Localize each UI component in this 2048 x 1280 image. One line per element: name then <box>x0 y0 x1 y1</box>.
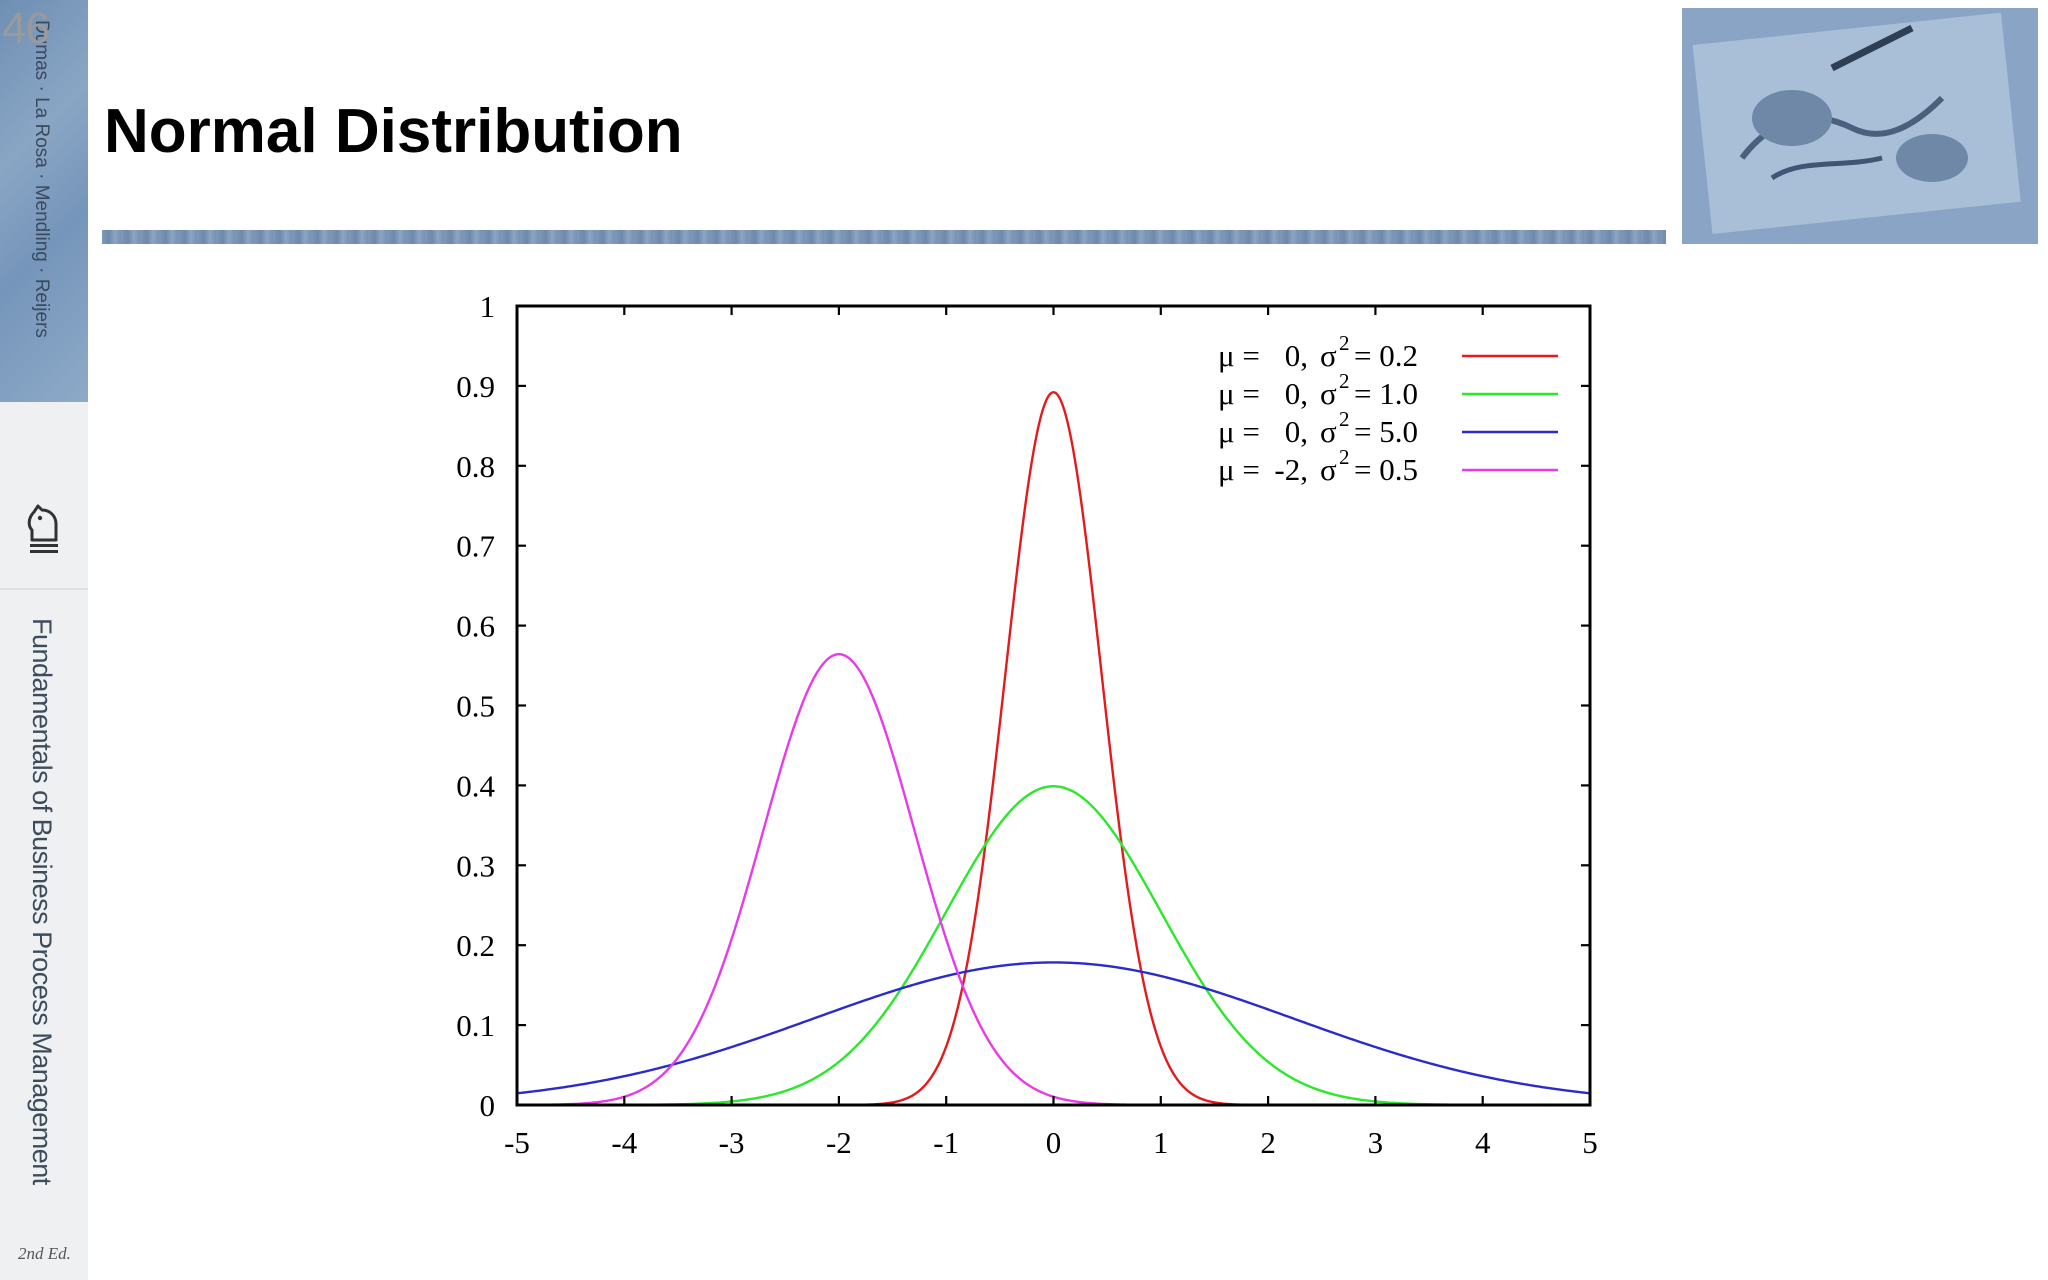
x-tick-label: -5 <box>504 1125 530 1160</box>
svg-text:-2,: -2, <box>1274 452 1308 487</box>
x-tick-label: -3 <box>719 1125 745 1160</box>
series-line-1 <box>517 390 1590 1107</box>
page-title: Normal Distribution <box>104 97 683 166</box>
svg-text:2: 2 <box>1339 445 1350 469</box>
svg-text:σ: σ <box>1320 414 1337 449</box>
svg-text:σ: σ <box>1320 376 1337 411</box>
legend-entry: μ = -2, σ 2 = 0.5 <box>1218 445 1558 487</box>
svg-text:σ: σ <box>1320 452 1337 487</box>
x-tick-label: 3 <box>1368 1125 1384 1160</box>
legend-entry: μ = 0, σ 2 = 1.0 <box>1218 369 1558 411</box>
drawing-hands-image <box>1682 8 2038 244</box>
svg-text:= 1.0: = 1.0 <box>1354 376 1418 411</box>
y-tick-label: 0.9 <box>456 369 495 404</box>
svg-text:0,: 0, <box>1285 338 1308 373</box>
sidebar-book-title: Fundamentals of Business Process Managem… <box>27 618 57 1185</box>
legend-entry: μ = 0, σ 2 = 5.0 <box>1218 407 1558 449</box>
svg-text:μ =: μ = <box>1218 452 1260 487</box>
y-tick-label: 0.5 <box>456 689 495 724</box>
x-tick-label: 0 <box>1046 1125 1062 1160</box>
plot-frame <box>515 304 1592 1107</box>
svg-text:0,: 0, <box>1285 376 1308 411</box>
svg-text:= 0.2: = 0.2 <box>1354 338 1418 373</box>
y-tick-label: 0 <box>480 1088 496 1123</box>
y-tick-label: 0.2 <box>456 928 495 963</box>
svg-text:μ =: μ = <box>1218 414 1260 449</box>
sidebar-authors: Dumas · La Rosa · Mendling · Reijers <box>31 20 52 338</box>
x-tick-label: -4 <box>611 1125 637 1160</box>
svg-text:2: 2 <box>1339 331 1350 355</box>
series-line-4 <box>517 653 1590 1107</box>
y-tick-label: 0.4 <box>456 768 495 803</box>
y-tick-label: 0.7 <box>456 529 495 564</box>
x-tick-label: -2 <box>826 1125 852 1160</box>
chess-knight-icon <box>27 504 58 553</box>
x-tick-label: -1 <box>933 1125 959 1160</box>
sidebar-edition: 2nd Ed. <box>18 1244 71 1263</box>
y-tick-label: 0.1 <box>456 1008 495 1043</box>
series-line-3 <box>516 961 1591 1095</box>
y-tick-label: 0.3 <box>456 848 495 883</box>
svg-text:2: 2 <box>1339 407 1350 431</box>
x-tick-label: 1 <box>1153 1125 1169 1160</box>
svg-text:= 0.5: = 0.5 <box>1354 452 1418 487</box>
svg-text:0,: 0, <box>1285 414 1308 449</box>
sidebar-header-band <box>0 0 88 402</box>
legend-entry: μ = 0, σ 2 = 0.2 <box>1218 331 1558 373</box>
y-tick-label: 0.8 <box>456 449 495 484</box>
svg-text:2: 2 <box>1339 369 1350 393</box>
slide-number: 46 <box>2 4 50 53</box>
svg-text:μ =: μ = <box>1218 376 1260 411</box>
svg-text:μ =: μ = <box>1218 338 1260 373</box>
sidebar: 46 Dumas · La Rosa · Mendling · Reijers … <box>0 0 88 1280</box>
sidebar-divider <box>0 588 88 590</box>
y-tick-label: 0.6 <box>456 609 495 644</box>
svg-text:σ: σ <box>1320 338 1337 373</box>
y-tick-label: 1 <box>480 289 496 324</box>
svg-text:= 5.0: = 5.0 <box>1354 414 1418 449</box>
x-tick-label: 5 <box>1582 1125 1598 1160</box>
x-tick-label: 2 <box>1260 1125 1276 1160</box>
title-rule <box>102 230 1666 244</box>
x-tick-label: 4 <box>1475 1125 1491 1160</box>
